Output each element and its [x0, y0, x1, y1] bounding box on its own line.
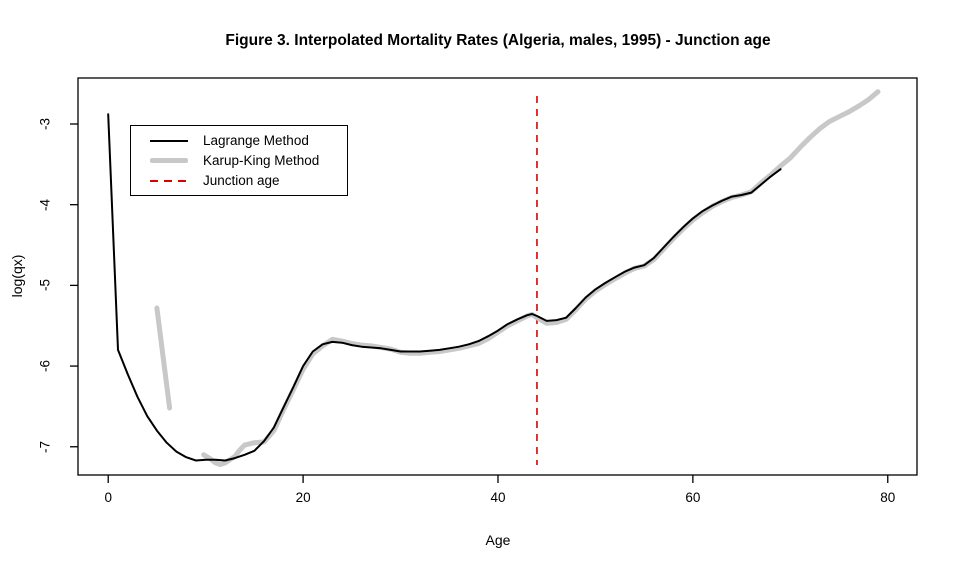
y-tick-label: -6	[37, 360, 53, 373]
series-line-lagrange-method	[107, 113, 782, 462]
legend-entry-karup-king: Karup-King Method	[150, 152, 347, 169]
y-tick-label: -5	[37, 279, 53, 292]
legend-label: Lagrange Method	[203, 133, 309, 148]
y-axis-title: log(qx)	[9, 254, 25, 298]
x-tick-label: 0	[104, 490, 112, 505]
series-line-karup-king-method	[154, 305, 173, 411]
x-axis-title: Age	[485, 532, 511, 548]
legend-label: Junction age	[203, 173, 280, 188]
chart-title: Figure 3. Interpolated Mortality Rates (…	[225, 32, 771, 49]
legend-label: Karup-King Method	[203, 153, 320, 168]
legend-box: Lagrange Method Karup-King Method Juncti…	[130, 125, 348, 196]
lagrange-line-sample-icon	[150, 139, 188, 142]
x-tick-label: 20	[295, 490, 311, 505]
x-tick-label: 40	[490, 490, 506, 505]
y-tick-label: -3	[37, 117, 53, 130]
y-tick-label: -4	[37, 198, 53, 211]
junction-line-sample-icon	[150, 179, 188, 182]
karup-king-line-sample-icon	[150, 158, 188, 163]
legend-entry-junction: Junction age	[150, 172, 347, 189]
legend-entry-lagrange: Lagrange Method	[150, 132, 347, 149]
x-tick-label: 60	[685, 490, 701, 505]
x-tick-label: 80	[880, 490, 896, 505]
y-tick-label: -7	[37, 440, 53, 453]
